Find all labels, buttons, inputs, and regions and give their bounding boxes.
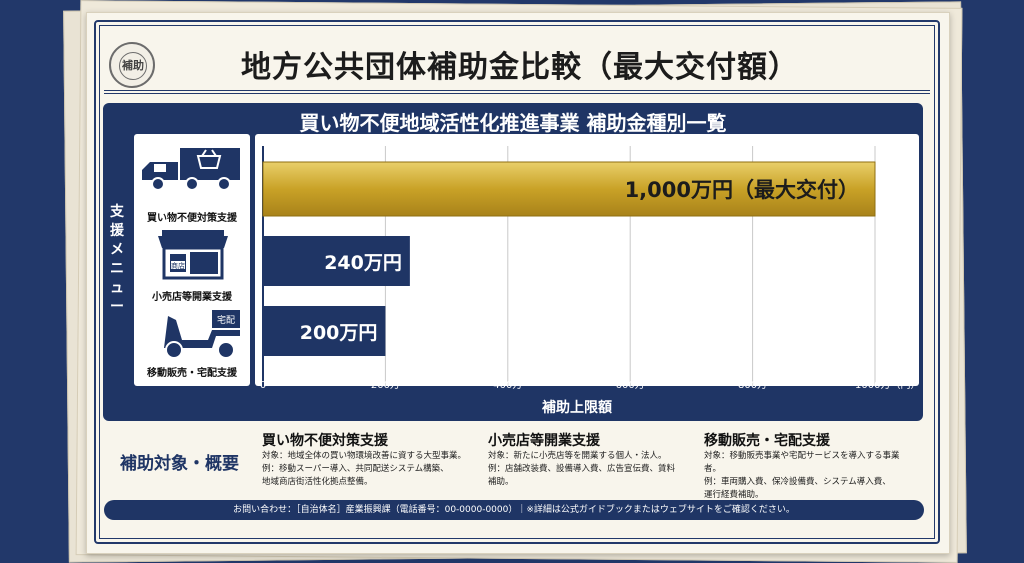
x-tick-label: 200万 <box>371 380 400 391</box>
overview-title-store: 小売店等開業支援 <box>488 433 600 449</box>
overview-line: 例：移動スーパー導入、共同配送システム構築、 <box>262 464 449 474</box>
bar-value-label-1: 240万円 <box>324 252 402 274</box>
menu-item-shopping <box>134 142 250 204</box>
overview-text-shopping: 対象：地域全体の買い物環境改善に資する大型事業。 例：移動スーパー導入、共同配送… <box>262 450 474 489</box>
x-tick-label: 800万 <box>738 380 767 391</box>
overview-text-delivery: 対象：移動販売事業や宅配サービスを導入する事業者。 例：車両購入費、保冷設備費、… <box>704 450 916 502</box>
page-title: 地方公共団体補助金比較（最大交付額） <box>241 50 799 85</box>
contact-footer: お問い合わせ：［自治体名］産業振興課（電話番号：00-0000-0000）｜※詳… <box>104 500 924 520</box>
menu-item-delivery: 宅配 <box>134 306 250 364</box>
bar-1 <box>263 236 410 286</box>
side-label: 支援メニュー <box>109 203 125 317</box>
overview-title-delivery: 移動販売・宅配支援 <box>704 433 830 449</box>
x-tick-label: 0 <box>260 380 266 391</box>
x-tick-label: 1000万（円） <box>855 379 920 391</box>
outer-frame <box>94 20 940 544</box>
overview-line: 地域商店街活性化拠点整備。 <box>262 477 373 487</box>
side-label-char: 援 <box>110 223 124 239</box>
seal-text: 補助 <box>119 52 147 80</box>
menu-label-store: 小売店等開業支援 <box>152 292 232 303</box>
menu-label-shopping: 買い物不便対策支援 <box>147 213 237 224</box>
panel-title: 買い物不便地域活性化推進事業 補助金種別一覧 <box>299 111 727 135</box>
title-divider-thin <box>104 93 930 94</box>
overview-line: 対象：新たに小売店等を開業する個人・法人。 <box>488 451 667 461</box>
bar-chart: 1,000万円（最大交付） 240万円 200万円 <box>262 146 876 386</box>
overview-line: 対象：地域全体の買い物環境改善に資する大型事業。 <box>262 451 467 461</box>
truck-icon <box>142 148 240 191</box>
storefront-icon: 商店 <box>158 230 228 280</box>
overview-line: 対象：移動販売事業や宅配サービスを導入する事業者。 <box>704 451 900 474</box>
menu-card: 買い物不便対策支援 商店 小売店等開業支援 宅配 移動販売・宅配支援 <box>134 134 250 386</box>
x-axis-label: 補助上限額 <box>542 400 612 416</box>
bar-value-label-0: 1,000万円（最大交付） <box>625 178 859 202</box>
delivery-box-sign: 宅配 <box>217 314 235 326</box>
x-axis-ticks: 0 200万 400万 600万 800万 1000万（円） <box>260 379 921 391</box>
municipal-seal-icon: 補助 <box>109 42 155 88</box>
bar-2 <box>263 306 386 356</box>
overview-text-store: 対象：新たに小売店等を開業する個人・法人。 例：店舗改装費、設備導入費、広告宣伝… <box>488 450 700 489</box>
x-tick-label: 400万 <box>493 380 522 391</box>
scooter-icon: 宅配 <box>164 310 240 359</box>
overview-line: 運行経費補助。 <box>704 490 764 500</box>
overview-title-shopping: 買い物不便対策支援 <box>262 433 388 449</box>
side-label-char: メ <box>110 242 124 258</box>
store-sign: 商店 <box>171 261 185 270</box>
menu-label-delivery: 移動販売・宅配支援 <box>147 368 237 379</box>
chart-plot-area: 1,000万円（最大交付） 240万円 200万円 <box>255 134 919 386</box>
side-label-char: ニ <box>110 261 124 277</box>
side-label-char: ー <box>110 299 124 315</box>
overview-heading: 補助対象・概要 <box>120 454 239 474</box>
menu-item-store: 商店 <box>134 228 250 286</box>
bar-0 <box>262 161 876 217</box>
overview-line: 補助。 <box>488 477 514 487</box>
side-label-char: ュ <box>110 280 124 296</box>
inner-frame <box>99 25 935 539</box>
overview-line: 例：店舗改装費、設備導入費、広告宣伝費、賃料 <box>488 464 676 474</box>
x-tick-label: 600万 <box>616 380 645 391</box>
bar-value-label-2: 200万円 <box>300 322 378 344</box>
side-label-char: 支 <box>110 204 124 220</box>
overview-line: 例：車両購入費、保冷設備費、システム導入費、 <box>704 477 891 487</box>
title-divider <box>104 90 930 91</box>
